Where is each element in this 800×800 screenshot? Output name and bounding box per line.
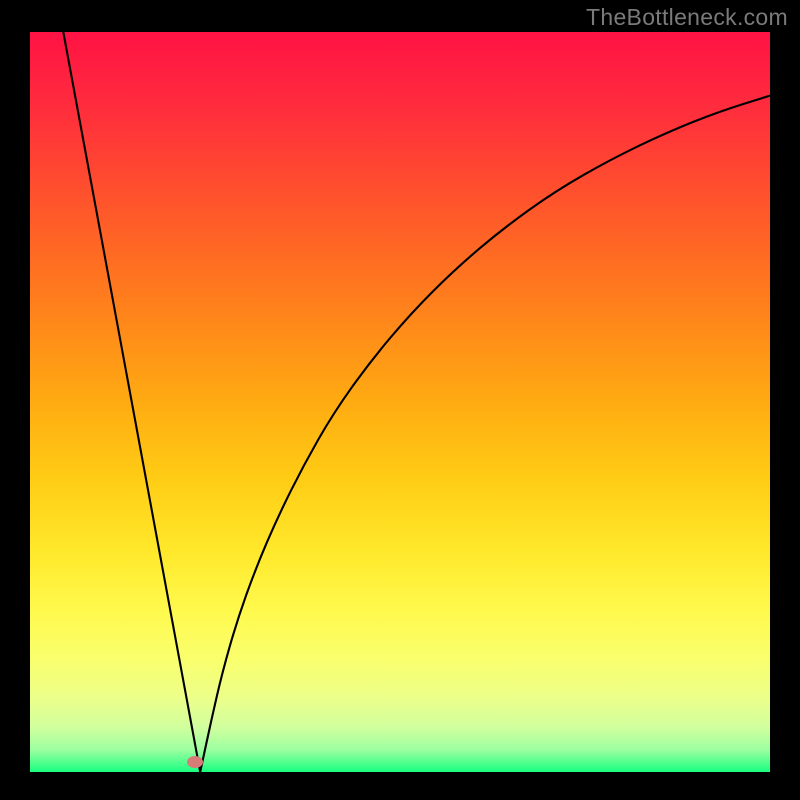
curve-line <box>30 32 770 772</box>
chart-container: { "watermark": { "text": "TheBottleneck.… <box>0 0 800 800</box>
minimum-marker <box>187 756 203 768</box>
watermark-text: TheBottleneck.com <box>586 4 788 31</box>
plot-area <box>30 32 770 772</box>
